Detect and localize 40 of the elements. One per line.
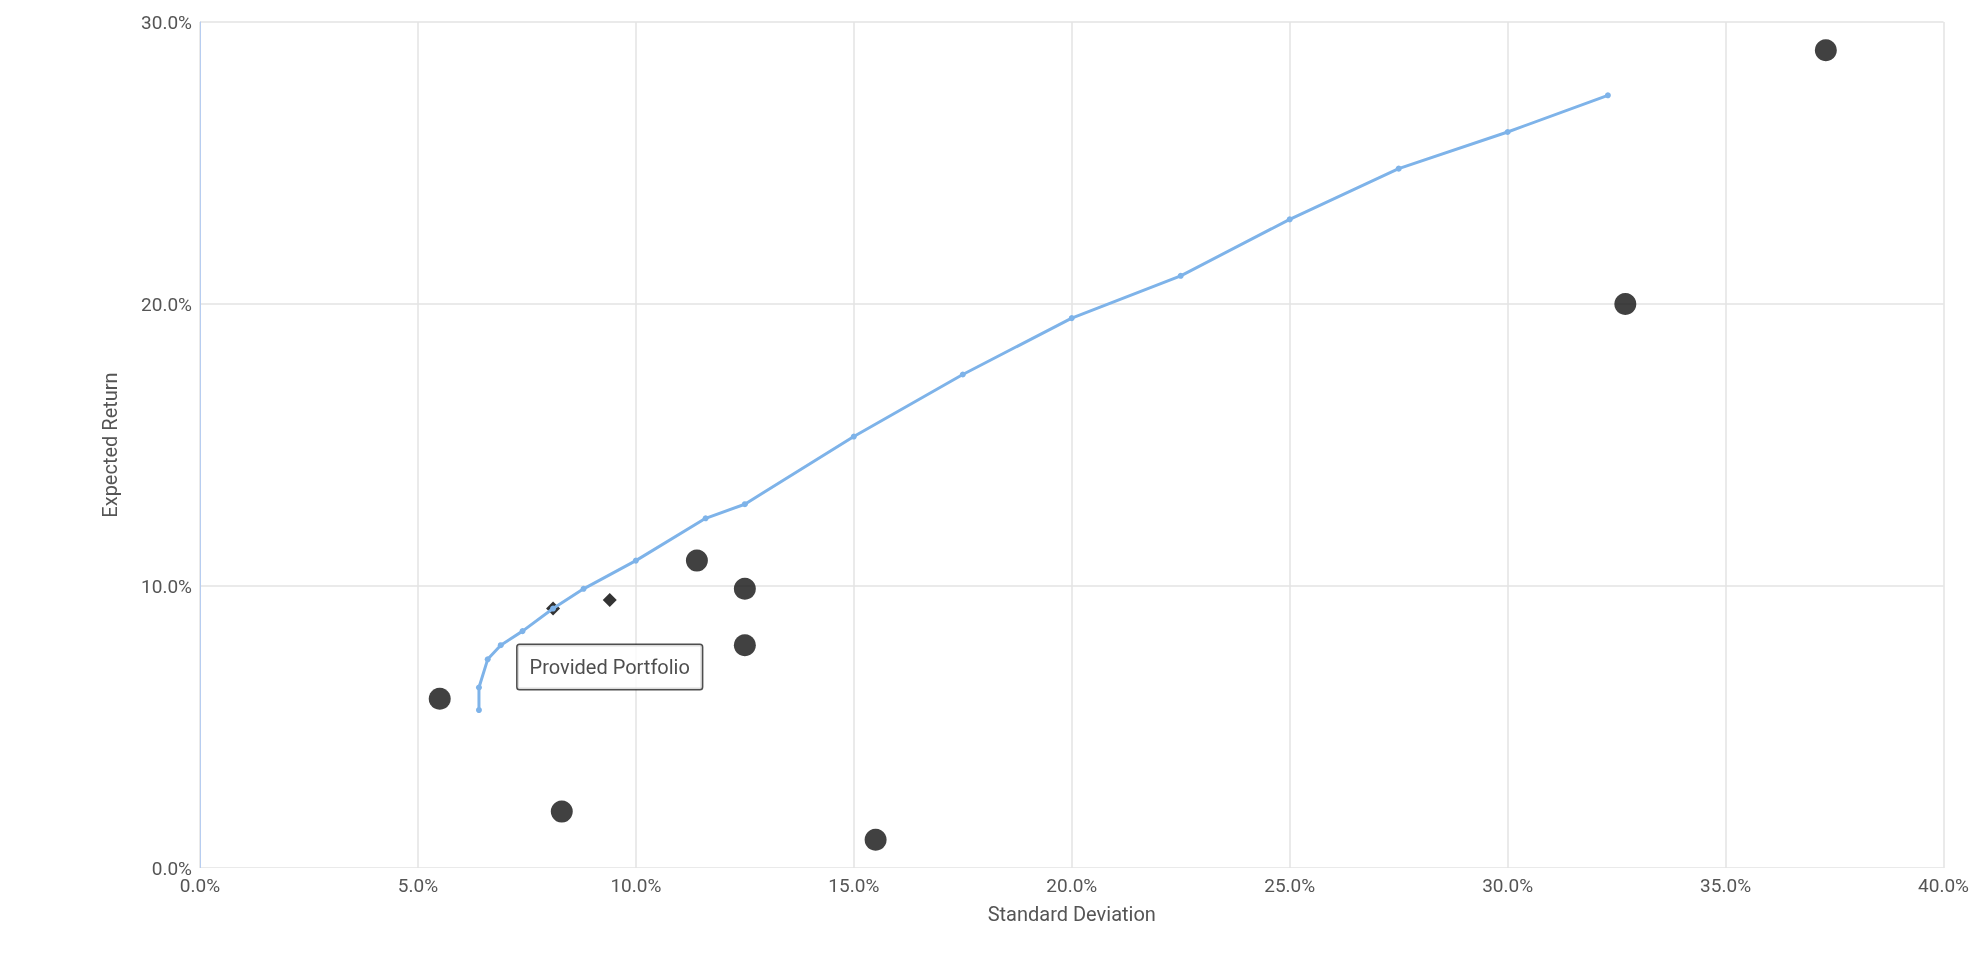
x-tick-label: 25.0% bbox=[1264, 874, 1316, 897]
point bbox=[428, 687, 451, 710]
point bbox=[519, 628, 526, 635]
point bbox=[741, 501, 748, 508]
point bbox=[850, 433, 857, 440]
point bbox=[959, 371, 966, 378]
point bbox=[602, 593, 617, 608]
point bbox=[1068, 315, 1075, 322]
y-tick-label: 20.0% bbox=[141, 292, 193, 316]
point bbox=[475, 684, 482, 691]
point bbox=[685, 549, 708, 572]
point bbox=[497, 642, 504, 649]
point bbox=[475, 707, 482, 714]
y-tick-label: 10.0% bbox=[141, 574, 193, 598]
x-tick-label: 15.0% bbox=[828, 874, 880, 897]
point bbox=[1614, 293, 1637, 315]
point bbox=[702, 515, 709, 522]
point bbox=[733, 634, 756, 657]
x-tick-label: 40.0% bbox=[1918, 874, 1970, 897]
point bbox=[632, 557, 639, 564]
point bbox=[1814, 39, 1837, 62]
y-axis-title: Expected Return bbox=[98, 372, 122, 518]
point bbox=[550, 800, 573, 823]
point bbox=[1177, 272, 1184, 279]
point bbox=[864, 828, 887, 851]
point bbox=[1504, 128, 1511, 135]
x-axis-title: Standard Deviation bbox=[987, 902, 1156, 926]
point bbox=[733, 577, 756, 600]
x-tick-label: 10.0% bbox=[610, 874, 662, 897]
point bbox=[484, 656, 491, 663]
x-tick-label: 35.0% bbox=[1700, 874, 1752, 897]
x-tick-label: 5.0% bbox=[397, 874, 439, 897]
annotation: Provided Portfolio bbox=[529, 655, 690, 680]
point bbox=[1604, 92, 1611, 99]
x-tick-label: 30.0% bbox=[1482, 874, 1534, 897]
point bbox=[1286, 216, 1293, 223]
y-tick-label: 30.0% bbox=[141, 10, 193, 34]
point bbox=[580, 585, 587, 592]
x-tick-label: 20.0% bbox=[1046, 874, 1098, 897]
point bbox=[1395, 165, 1402, 172]
